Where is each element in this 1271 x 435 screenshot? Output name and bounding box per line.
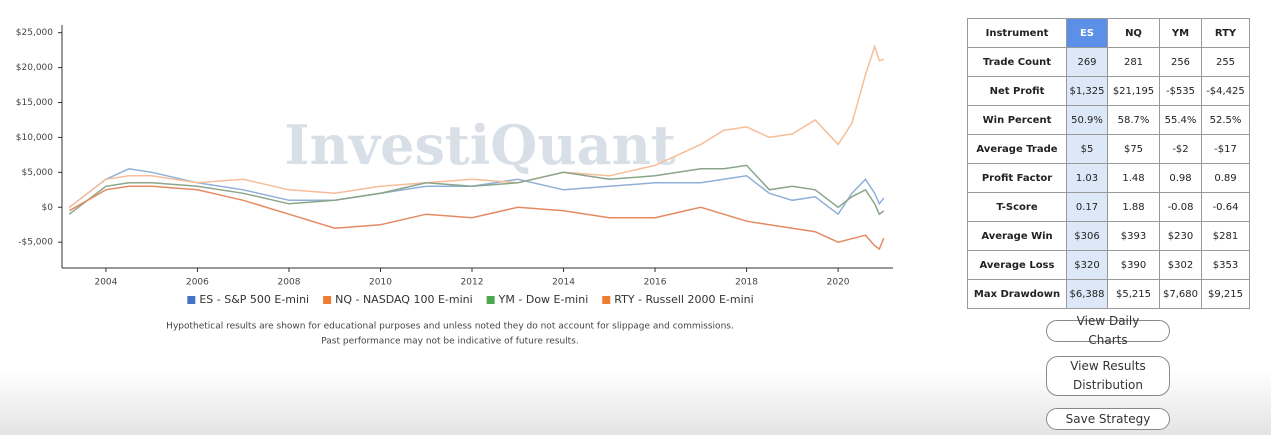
y-tick-label: $20,000: [16, 63, 53, 73]
table-cell: $6,388: [1066, 279, 1108, 309]
x-tick-label: 2016: [644, 278, 667, 288]
x-tick-label: 2006: [186, 278, 209, 288]
table-cell: -$535: [1159, 76, 1202, 106]
table-cell: $393: [1107, 221, 1160, 251]
table-cell: $75: [1107, 134, 1160, 164]
table-cell: T-Score: [967, 192, 1067, 222]
table-cell: Net Profit: [967, 76, 1067, 106]
series-line: [68, 164, 885, 216]
y-tick-label: $5,000: [22, 168, 54, 178]
table-cell: $353: [1201, 250, 1250, 280]
table-cell: $230: [1159, 221, 1202, 251]
x-tick-label: 2018: [735, 278, 758, 288]
disclaimer: Hypothetical results are shown for educa…: [166, 322, 734, 332]
table-cell: $9,215: [1201, 279, 1250, 309]
table-cell: 256: [1159, 47, 1202, 77]
table-cell: $390: [1107, 250, 1160, 280]
series-line: [68, 185, 885, 251]
table-header: NQ: [1107, 18, 1160, 48]
disclaimer: Past performance may not be indicative o…: [321, 337, 578, 347]
table-cell: $5: [1066, 134, 1108, 164]
table-row: Net Profit $1,325 $21,195 -$535 -$4,425: [967, 76, 1250, 106]
y-tick-label: $10,000: [16, 133, 53, 143]
table-header: ES: [1066, 18, 1108, 48]
table-cell: 281: [1107, 47, 1160, 77]
series-line: [68, 44, 885, 208]
table-row: Instrument ES NQ YM RTY: [967, 18, 1250, 48]
x-tick-label: 2004: [94, 278, 117, 288]
table-cell: $320: [1066, 250, 1108, 280]
table-cell: -$2: [1159, 134, 1202, 164]
table-cell: -$4,425: [1201, 76, 1250, 106]
table-cell: -$17: [1201, 134, 1250, 164]
legend-label: YM - Dow E-mini: [498, 293, 589, 306]
table-row: Profit Factor 1.03 1.48 0.98 0.89: [967, 163, 1250, 193]
table-cell: 1.48: [1107, 163, 1160, 193]
y-tick-label: -$5,000: [18, 238, 53, 248]
legend-swatch: [323, 296, 332, 304]
table-cell: Average Win: [967, 221, 1067, 251]
table-cell: 1.03: [1066, 163, 1108, 193]
table-cell: 55.4%: [1159, 105, 1202, 135]
legend-label: ES - S&P 500 E-mini: [199, 293, 309, 306]
chart: InvestiQuant Hypothetical results are sh…: [16, 25, 893, 347]
table-cell: Max Drawdown: [967, 279, 1067, 309]
table-cell: Average Loss: [967, 250, 1067, 280]
legend-label: RTY - Russell 2000 E-mini: [614, 293, 753, 306]
table-cell: $306: [1066, 221, 1108, 251]
table-cell: $7,680: [1159, 279, 1202, 309]
legend-swatch: [187, 296, 196, 304]
table-cell: 50.9%: [1066, 105, 1108, 135]
table-cell: -0.64: [1201, 192, 1250, 222]
table-cell: 58.7%: [1107, 105, 1160, 135]
table-cell: Profit Factor: [967, 163, 1067, 193]
table-cell: $302: [1159, 250, 1202, 280]
table-header: RTY: [1201, 18, 1250, 48]
table-row: Win Percent 50.9% 58.7% 55.4% 52.5%: [967, 105, 1250, 135]
watermark: InvestiQuant: [284, 113, 676, 177]
table-header: YM: [1159, 18, 1202, 48]
button[interactable]: View Results Distribution: [1046, 356, 1170, 396]
y-tick-label: $25,000: [16, 28, 53, 38]
x-tick-label: 2014: [552, 278, 575, 288]
table-row: Average Win $306 $393 $230 $281: [967, 221, 1250, 251]
legend-swatch: [602, 296, 611, 304]
table-cell: $281: [1201, 221, 1250, 251]
table-cell: $5,215: [1107, 279, 1160, 309]
x-tick-label: 2010: [369, 278, 392, 288]
table-row: Average Loss $320 $390 $302 $353: [967, 250, 1250, 280]
x-tick-label: 2020: [827, 278, 850, 288]
y-tick-label: $15,000: [16, 98, 53, 108]
table-header: Instrument: [967, 18, 1067, 48]
table-cell: 0.17: [1066, 192, 1108, 222]
table-cell: $1,325: [1066, 76, 1108, 106]
table-row: Trade Count 269 281 256 255: [967, 47, 1250, 77]
table-cell: 0.98: [1159, 163, 1202, 193]
table-cell: 52.5%: [1201, 105, 1250, 135]
table-row: Average Trade $5 $75 -$2 -$17: [967, 134, 1250, 164]
table-cell: Win Percent: [967, 105, 1067, 135]
button[interactable]: View Daily Charts: [1046, 314, 1170, 347]
table-cell: -0.08: [1159, 192, 1202, 222]
legend-label: NQ - NASDAQ 100 E-mini: [335, 293, 473, 306]
table-cell: 269: [1066, 47, 1108, 77]
legend-swatch: [486, 296, 495, 304]
x-tick-label: 2008: [278, 278, 301, 288]
table-cell: 0.89: [1201, 163, 1250, 193]
table-cell: 1.88: [1107, 192, 1160, 222]
table-cell: Average Trade: [967, 134, 1067, 164]
table-cell: $21,195: [1107, 76, 1160, 106]
table-cell: Trade Count: [967, 47, 1067, 77]
x-tick-label: 2012: [461, 278, 484, 288]
table-cell: 255: [1201, 47, 1250, 77]
table-row: Max Drawdown $6,388 $5,215 $7,680 $9,215: [967, 279, 1250, 309]
y-tick-label: $0: [42, 203, 54, 213]
button[interactable]: Save Strategy: [1046, 408, 1170, 430]
table-row: T-Score 0.17 1.88 -0.08 -0.64: [967, 192, 1250, 222]
results-table: Instrument ES NQ YM RTY Trade Count 269 281 256 2…: [967, 18, 1250, 309]
